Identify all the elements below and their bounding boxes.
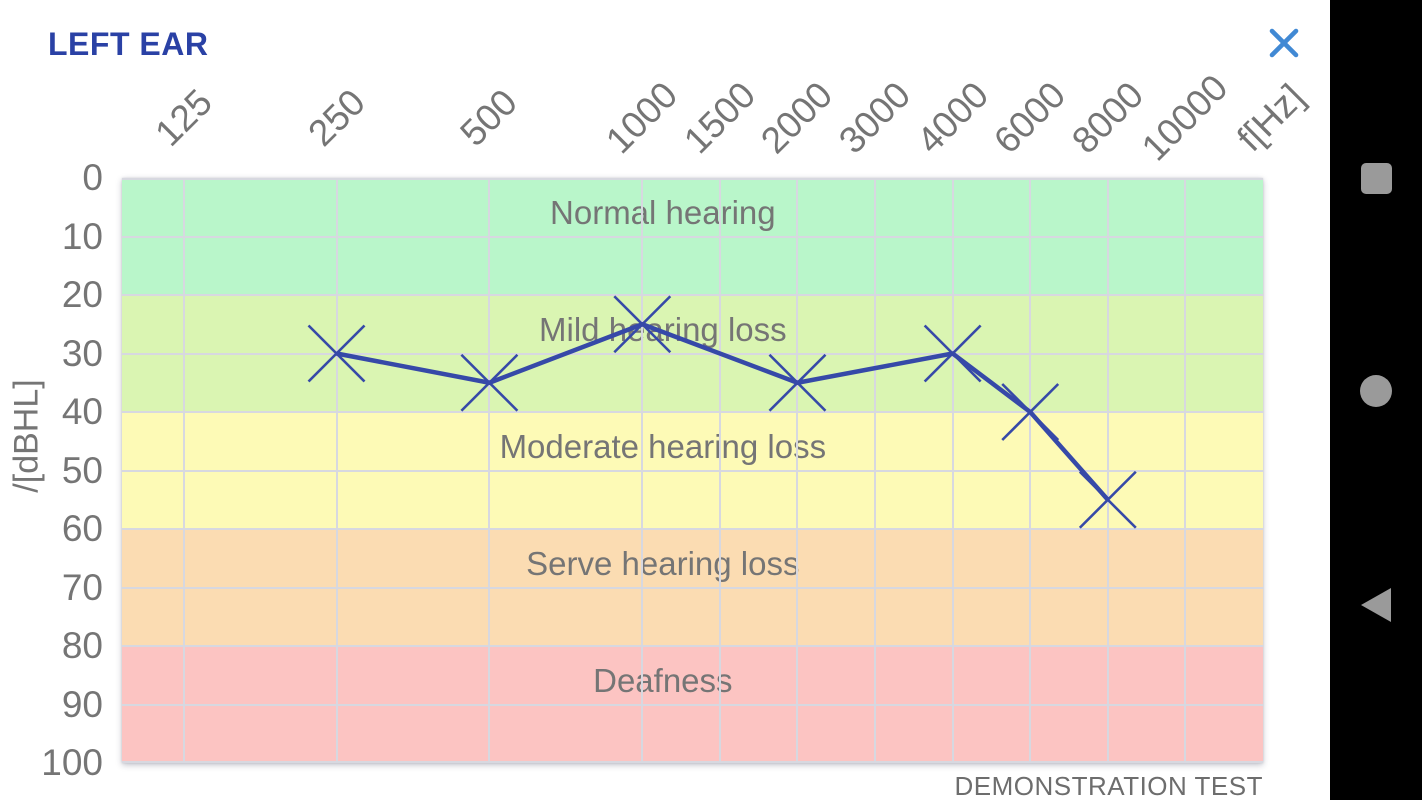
back-icon [1361,588,1391,622]
y-tick-label: 100 [41,742,103,783]
x-tick-label: 6000 [986,74,1074,162]
y-tick-label: 60 [61,508,103,549]
h-gridline [122,761,1263,763]
v-gridline [1106,178,1109,763]
h-gridline [122,469,1263,472]
v-gridline [1184,178,1187,763]
v-gridline [1029,178,1032,763]
x-tick-label: 250 [299,81,373,154]
v-gridline [718,178,721,763]
back-button[interactable] [1348,577,1404,633]
home-button[interactable] [1348,363,1404,419]
data-point-marker [1078,470,1137,529]
x-tick-label: 3000 [831,74,919,162]
x-tick-label: 500 [452,81,526,154]
v-gridline [488,178,491,763]
v-gridline [874,178,877,763]
x-axis-unit-label: f[Hz] [1229,76,1313,160]
y-tick-label: 20 [61,274,103,315]
x-tick-label: 2000 [753,74,841,162]
h-gridline [122,411,1263,413]
band-label: Moderate hearing loss [499,428,827,465]
chart-footer-label: DEMONSTRATION TEST [954,771,1263,801]
band-label: Serve hearing loss [526,545,800,582]
home-icon [1360,375,1392,407]
recents-button[interactable] [1348,150,1404,206]
recents-icon [1360,162,1392,194]
series-line [336,322,1110,502]
band-label: Mild hearing loss [539,311,787,348]
v-gridline [335,178,338,763]
android-nav-bar [1330,0,1422,800]
band-label: Deafness [593,662,733,699]
h-gridline [122,586,1263,589]
x-tick-label: 125 [146,81,220,154]
x-tick-labels: 125 250 500 1000 1500 2000 3000 4000 6000 8000 100… [0,0,1422,178]
data-point-marker [307,324,366,383]
band-label: Normal hearing [550,194,776,231]
h-gridline [122,352,1263,355]
data-point-marker [768,353,827,412]
v-gridline [796,178,799,763]
x-tick-label: 1500 [675,74,764,162]
series-layer [307,295,1137,529]
h-gridline [122,235,1263,238]
v-gridline [951,178,954,763]
v-gridline [641,178,644,763]
x-tick-label: 8000 [1063,74,1152,162]
h-gridline [122,703,1263,706]
data-point-marker [613,295,672,354]
y-tick-label: 30 [61,332,103,374]
x-tick-label: 1000 [598,74,686,162]
y-tick-label: 40 [61,391,103,432]
v-gridline [182,178,185,763]
h-gridline [122,294,1263,296]
x-tick-label: 10000 [1134,66,1236,169]
h-gridline [122,528,1263,530]
page-title: LEFT EAR [48,26,209,62]
data-point-marker [923,324,982,383]
y-tick-label: 70 [61,566,103,608]
close-icon [1269,28,1299,58]
h-gridline [122,645,1263,647]
y-tick-label: 90 [61,683,103,725]
y-tick-label: 80 [61,625,103,666]
y-tick-label: 10 [61,215,103,257]
x-tick-label: 4000 [908,74,996,162]
y-tick-labels: 0 10 20 30 40 50 60 70 80 90 100 [0,157,103,783]
close-button[interactable] [1261,20,1307,66]
y-tick-label: 50 [61,449,103,491]
y-tick-label: 0 [82,157,103,198]
h-gridline [122,178,1263,180]
data-point-marker [460,353,519,412]
data-point-marker [1001,383,1060,441]
plot-area: Normal hearing Mild hearing loss Moderate … [122,178,1263,763]
